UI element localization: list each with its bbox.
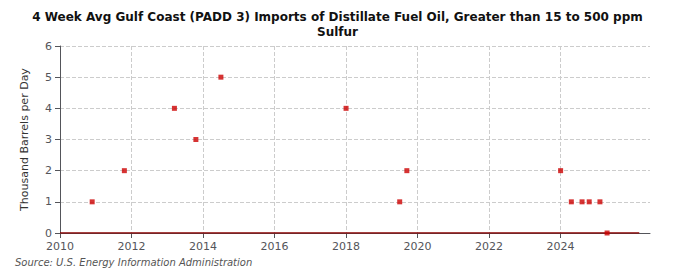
svg-text:2014: 2014	[189, 240, 217, 253]
svg-text:2012: 2012	[118, 240, 146, 253]
svg-text:5: 5	[45, 71, 52, 84]
svg-text:1: 1	[45, 195, 52, 208]
svg-text:6: 6	[45, 40, 52, 53]
svg-text:2010: 2010	[46, 240, 74, 253]
svg-text:4 Week Avg Gulf Coast (PADD 3): 4 Week Avg Gulf Coast (PADD 3) Imports o…	[32, 10, 643, 24]
svg-text:Thousand Barrels per Day: Thousand Barrels per Day	[18, 68, 31, 212]
svg-text:2016: 2016	[261, 240, 289, 253]
svg-text:Source: U.S. Energy Informatio: Source: U.S. Energy Information Administ…	[15, 257, 252, 268]
svg-text:2024: 2024	[547, 240, 575, 253]
svg-text:4: 4	[45, 102, 52, 115]
svg-text:2022: 2022	[475, 240, 503, 253]
svg-text:2018: 2018	[332, 240, 360, 253]
svg-text:2: 2	[45, 164, 52, 177]
svg-text:3: 3	[45, 133, 52, 146]
svg-text:0: 0	[45, 227, 52, 240]
svg-text:Sulfur: Sulfur	[317, 25, 358, 39]
svg-text:2020: 2020	[404, 240, 432, 253]
